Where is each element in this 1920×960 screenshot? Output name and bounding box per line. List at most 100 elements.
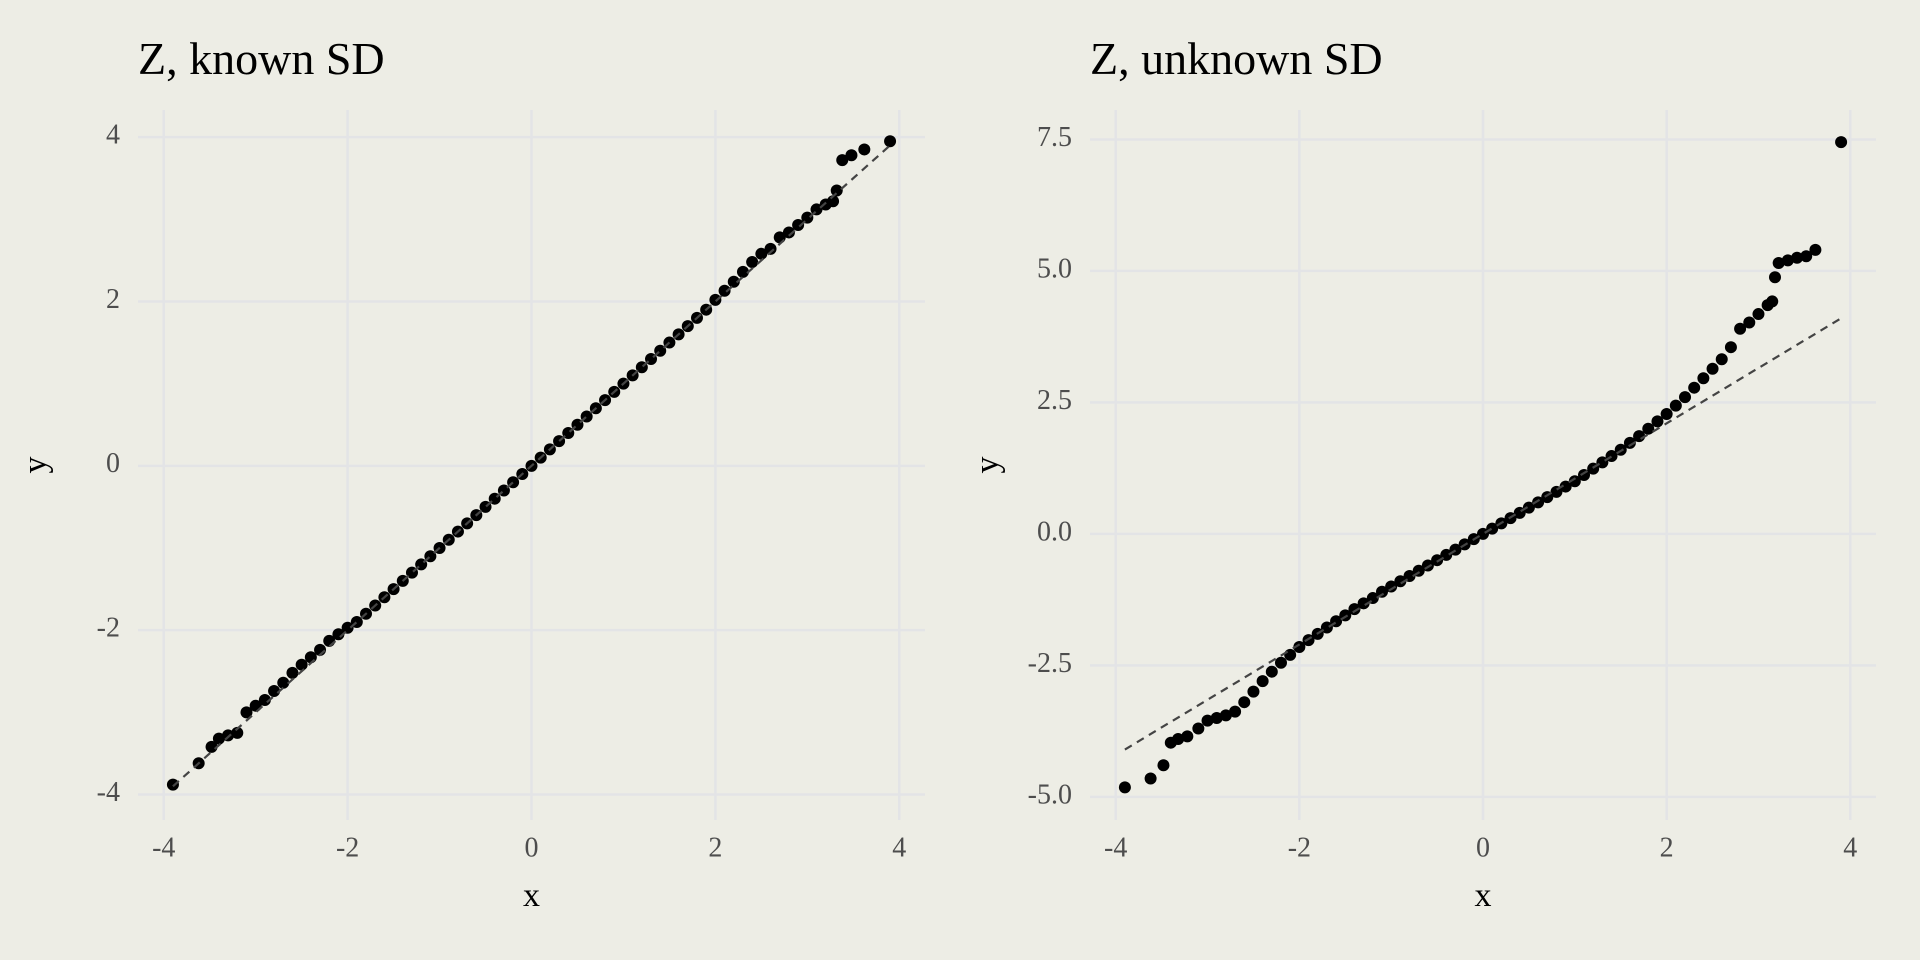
point xyxy=(1256,675,1269,688)
point xyxy=(1623,436,1636,449)
point xyxy=(1743,316,1756,329)
y-tick-label: -2.5 xyxy=(1028,648,1072,679)
point xyxy=(1192,722,1205,735)
point xyxy=(792,219,805,232)
point xyxy=(166,778,179,791)
y-tick-label: -5.0 xyxy=(1028,779,1072,810)
point xyxy=(212,732,225,745)
point xyxy=(736,265,749,278)
point xyxy=(277,676,290,689)
x-tick-label: -2 xyxy=(1288,832,1311,863)
point xyxy=(1293,640,1306,653)
point xyxy=(1522,501,1535,514)
point xyxy=(286,666,299,679)
point xyxy=(1144,772,1157,785)
point xyxy=(1734,322,1747,335)
point xyxy=(295,658,308,671)
point xyxy=(1651,415,1664,428)
point xyxy=(1219,709,1232,722)
chart-title: Z, unknown SD xyxy=(1090,33,1383,84)
point xyxy=(764,242,777,255)
x-tick-label: 4 xyxy=(1843,832,1857,863)
point xyxy=(709,293,722,306)
x-tick-label: 2 xyxy=(1660,832,1674,863)
point xyxy=(1229,705,1242,718)
point xyxy=(836,154,849,167)
x-tick-label: -2 xyxy=(336,832,359,863)
point xyxy=(845,149,858,162)
point xyxy=(240,706,253,719)
x-tick-label: 0 xyxy=(1476,832,1490,863)
chart-title: Z, known SD xyxy=(138,33,385,84)
point xyxy=(258,694,271,707)
point xyxy=(718,284,731,297)
point xyxy=(332,628,345,641)
point xyxy=(1181,730,1194,743)
point xyxy=(1157,759,1170,772)
point xyxy=(1679,391,1692,404)
point xyxy=(1697,372,1710,385)
x-tick-label: 4 xyxy=(892,832,906,863)
x-axis-title: x xyxy=(523,877,540,914)
point xyxy=(1394,575,1407,588)
point xyxy=(1431,554,1444,567)
y-axis-title: y xyxy=(17,457,54,474)
point xyxy=(1385,580,1398,593)
x-tick-label: 0 xyxy=(525,832,539,863)
point xyxy=(1284,648,1297,661)
point xyxy=(1238,696,1251,709)
point xyxy=(1265,665,1278,678)
point xyxy=(1724,341,1737,354)
point xyxy=(827,195,840,208)
point xyxy=(205,740,218,753)
point xyxy=(1172,733,1185,746)
point xyxy=(1247,685,1260,698)
point xyxy=(341,621,354,634)
y-tick-label: 0.0 xyxy=(1037,516,1072,547)
point xyxy=(1486,522,1499,535)
point xyxy=(1348,603,1361,616)
y-tick-label: 5.0 xyxy=(1037,253,1072,284)
y-tick-label: -2 xyxy=(97,613,120,644)
point xyxy=(1642,422,1655,435)
y-axis-title: y xyxy=(969,457,1006,474)
point xyxy=(1118,781,1131,794)
y-tick-label: 2.5 xyxy=(1037,385,1072,416)
x-tick-label: -4 xyxy=(152,832,175,863)
point xyxy=(727,275,740,288)
reference-line xyxy=(172,144,891,788)
y-tick-label: 7.5 xyxy=(1037,122,1072,153)
point xyxy=(231,726,244,739)
point xyxy=(1752,308,1765,321)
x-tick-label: 2 xyxy=(708,832,722,863)
point xyxy=(782,226,795,239)
y-tick-label: -4 xyxy=(97,777,120,808)
point xyxy=(1781,254,1794,267)
point xyxy=(1660,407,1673,420)
point xyxy=(1559,480,1572,493)
point xyxy=(268,684,281,697)
y-tick-label: 0 xyxy=(106,448,120,479)
point xyxy=(1357,597,1370,610)
point xyxy=(1568,475,1581,488)
point xyxy=(1766,295,1779,308)
point xyxy=(1532,496,1545,509)
point xyxy=(1809,243,1822,256)
point xyxy=(858,143,871,156)
point xyxy=(1800,250,1813,263)
point xyxy=(1210,711,1223,724)
point xyxy=(1791,251,1804,264)
x-axis-title: x xyxy=(1475,877,1492,914)
point xyxy=(1706,362,1719,375)
point xyxy=(1688,381,1701,394)
point xyxy=(1375,585,1388,598)
point xyxy=(884,135,897,148)
x-tick-label: -4 xyxy=(1104,832,1127,863)
point xyxy=(1201,714,1214,727)
point xyxy=(1669,399,1682,412)
y-tick-label: 4 xyxy=(106,120,120,151)
point xyxy=(1835,136,1848,149)
y-tick-label: 2 xyxy=(106,284,120,315)
point xyxy=(1274,656,1287,669)
point xyxy=(1715,353,1728,366)
